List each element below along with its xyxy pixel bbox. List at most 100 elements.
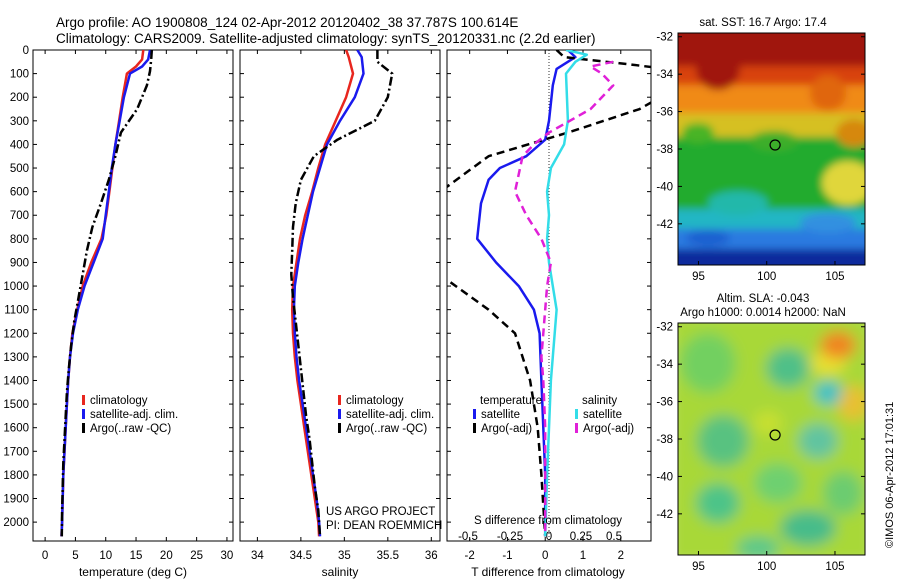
y-tick-label: 900	[10, 257, 29, 269]
difference-panel: -2 -1 0 1 2-0.5 -0.25 0 0.25 0.5 S difference fr…	[446, 49, 652, 579]
series-line-satellite-adj	[60, 50, 152, 537]
y-tick-label: 0	[23, 45, 29, 57]
series-line-temperature-argo	[447, 50, 651, 537]
legend-swatch	[473, 409, 476, 419]
legend-swatch	[82, 423, 85, 433]
sst-map-panel: sat. SST: 16.7 Argo: 17.4	[656, 17, 866, 283]
difference-ticks: -2 -1 0 1 2-0.5 -0.25 0 0.25 0.5	[447, 49, 651, 562]
sla-map-panel: Altim. SLA: -0.043 Argo h1000: 0.0014 h2…	[656, 293, 866, 573]
map-y-tick-label: -38	[656, 144, 673, 156]
legend-label: Argo(-adj)	[583, 423, 634, 435]
legend-label: climatology	[346, 395, 404, 407]
legend-swatch	[82, 409, 85, 419]
legend-label: Argo(..raw -QC)	[90, 423, 171, 435]
x-tick-label: 10	[99, 550, 112, 562]
salinity-ticks: 34 34.5 35 35.5 36	[240, 49, 440, 562]
difference-legend: temperature salinity satellite Argo(-adj) sa…	[473, 395, 634, 435]
x-tick-label: -2	[465, 550, 475, 562]
y-tick-label: 1200	[3, 328, 29, 340]
sst-map-title: sat. SST: 16.7 Argo: 17.4	[699, 17, 827, 29]
sst-map-ticks: 95 100 105 -32 -34 -36 -38 -40 -42	[656, 32, 865, 283]
x-tick-label-top: 0.5	[606, 531, 622, 543]
legend-swatch	[338, 409, 341, 419]
x-tick-label: 30	[221, 550, 234, 562]
map-y-tick-label: -32	[656, 32, 673, 44]
y-tick-label: 2000	[3, 517, 29, 529]
map-y-tick-label: -42	[656, 219, 673, 231]
legend-label: satellite	[481, 409, 520, 421]
x-tick-label: 20	[160, 550, 173, 562]
legend-swatch	[82, 395, 85, 405]
x-tick-label: 35	[338, 550, 351, 562]
x-tick-label: 15	[130, 550, 143, 562]
legend-swatch	[575, 423, 578, 433]
y-tick-label: 1000	[3, 281, 29, 293]
x-tick-label: 34	[251, 550, 264, 562]
x-tick-label: -1	[502, 550, 512, 562]
y-tick-label: 1500	[3, 399, 29, 411]
x-tick-label: 36	[425, 550, 438, 562]
legend-label: satellite-adj. clim.	[90, 409, 178, 421]
difference-series	[447, 50, 651, 537]
title-line-1: Argo profile: AO 1900808_124 02-Apr-2012…	[56, 15, 518, 30]
annotation-project: US ARGO PROJECT	[326, 506, 435, 518]
legend-swatch	[575, 409, 578, 419]
difference-xlabel-top: S difference from climatology	[474, 515, 622, 527]
series-line-satellite-adj	[292, 50, 365, 537]
sst-argo-position-marker	[769, 139, 781, 151]
salinity-xlabel: salinity	[322, 565, 359, 579]
y-tick-label: 400	[10, 139, 29, 151]
legend-header-salinity: salinity	[582, 395, 617, 407]
series-line-argo	[290, 50, 394, 537]
x-tick-label-top: 0.25	[570, 531, 592, 543]
series-line-temperature-satellite	[475, 50, 577, 537]
y-tick-label: 700	[10, 210, 29, 222]
legend-swatch	[338, 395, 341, 405]
y-tick-label: 1400	[3, 375, 29, 387]
map-y-tick-label: -40	[656, 181, 673, 193]
x-tick-label-top: -0.25	[497, 531, 523, 543]
map-x-tick-label: 95	[692, 271, 705, 283]
map-x-tick-label: 105	[825, 271, 844, 283]
legend-label: climatology	[90, 395, 148, 407]
map-y-tick-label: -32	[656, 322, 673, 334]
x-tick-label: 2	[618, 550, 624, 562]
map-x-tick-label: 100	[757, 271, 776, 283]
map-x-tick-label: 105	[825, 561, 844, 573]
legend-swatch	[338, 423, 341, 433]
legend-label: Argo(..raw -QC)	[346, 423, 427, 435]
series-line-salinity-argo	[513, 60, 615, 537]
sla-map-title-1: Altim. SLA: -0.043	[717, 293, 810, 305]
x-tick-label: 5	[72, 550, 78, 562]
series-line-salinity-satellite	[543, 50, 589, 537]
x-tick-label: 1	[580, 550, 586, 562]
map-y-tick-label: -36	[656, 397, 673, 409]
sla-map-title-2: Argo h1000: 0.0014 h2000: NaN	[680, 307, 846, 319]
title-line-2: Climatology: CARS2009. Satellite-adjuste…	[56, 31, 596, 46]
difference-xlabel: T difference from climatology	[471, 565, 625, 579]
y-tick-label: 1900	[3, 494, 29, 506]
y-tick-label: 800	[10, 234, 29, 246]
y-tick-label: 1800	[3, 470, 29, 482]
legend-label: Argo(-adj)	[481, 423, 532, 435]
sla-field	[678, 323, 865, 555]
y-tick-label: 300	[10, 116, 29, 128]
series-line-climatology	[60, 50, 145, 537]
y-tick-label: 1300	[3, 352, 29, 364]
sst-field	[678, 33, 865, 265]
legend-label: satellite	[583, 409, 622, 421]
annotation-pi: PI: DEAN ROEMMICH	[326, 520, 442, 532]
y-tick-label: 100	[10, 69, 29, 81]
sla-argo-position-marker	[769, 429, 781, 441]
y-tick-label: 500	[10, 163, 29, 175]
map-y-tick-label: -36	[656, 107, 673, 119]
y-tick-label: 200	[10, 92, 29, 104]
y-tick-label: 600	[10, 187, 29, 199]
x-tick-label: 0	[542, 550, 548, 562]
map-y-tick-label: -38	[656, 434, 673, 446]
map-y-tick-label: -42	[656, 509, 673, 521]
y-tick-label: 1700	[3, 446, 29, 458]
salinity-axes-frame	[239, 49, 441, 542]
x-tick-label: 34.5	[290, 550, 312, 562]
